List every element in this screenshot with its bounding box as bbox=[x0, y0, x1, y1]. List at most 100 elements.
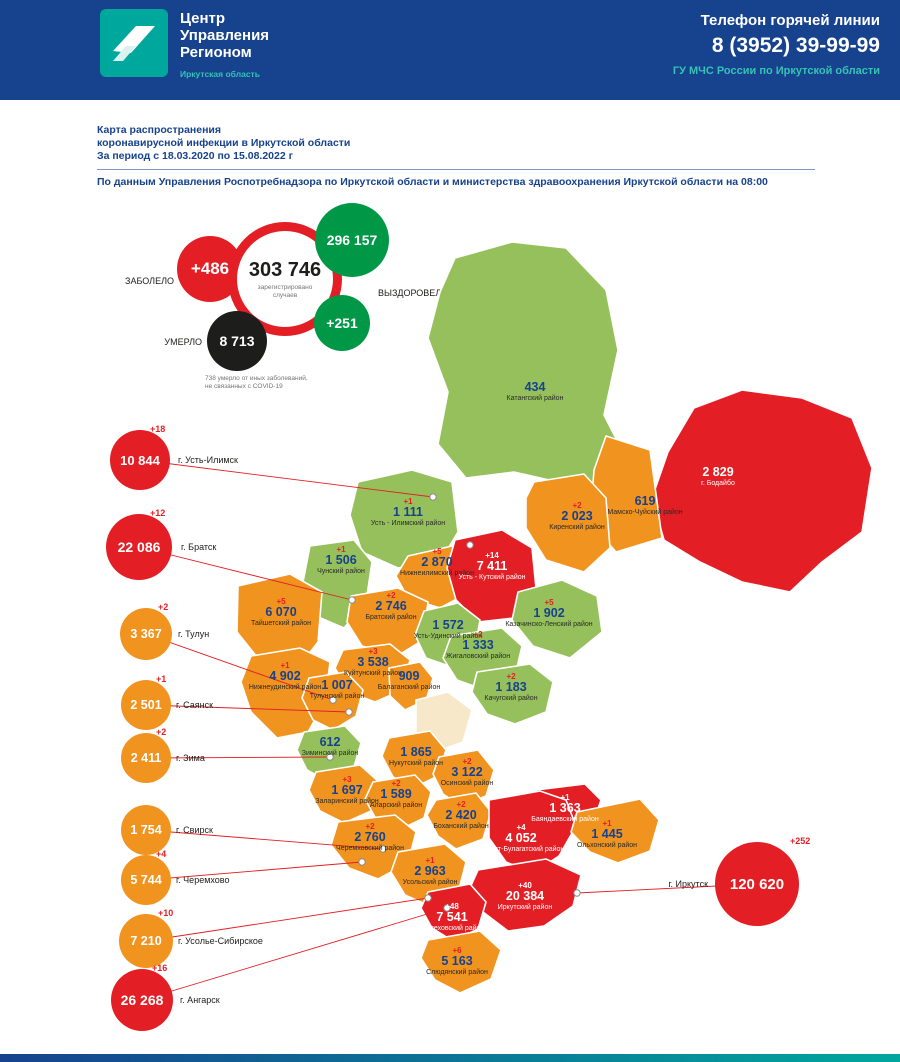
divider-line bbox=[97, 169, 815, 170]
title-line1: Карта распространения bbox=[97, 124, 222, 136]
city-circle-angarsk: 26 268 bbox=[111, 969, 173, 1031]
district-kazachinsko-lensky bbox=[511, 579, 603, 659]
leader-cheremkhovo bbox=[145, 861, 363, 881]
city-circle-zima: 2 411 bbox=[121, 733, 171, 783]
district-bokhansky bbox=[426, 792, 492, 850]
data-source-line: По данным Управления Роспотребнадзора по… bbox=[97, 176, 768, 188]
died-circle: 8 713 bbox=[207, 311, 267, 371]
city-label: г. Тулун bbox=[178, 629, 210, 639]
district-bratsky bbox=[346, 587, 429, 657]
org-line3: Регионом bbox=[180, 44, 252, 61]
city-label: г. Братск bbox=[181, 542, 217, 552]
title-line2: коронавирусной инфекции в Иркутской обла… bbox=[97, 137, 351, 149]
leader-tulun bbox=[145, 633, 334, 701]
district-kachugsky bbox=[471, 663, 554, 725]
dot-ust-kut bbox=[466, 541, 474, 549]
city-delta: +252 bbox=[790, 836, 811, 846]
district-irkutsky bbox=[468, 858, 582, 932]
city-value: 22 086 bbox=[117, 539, 161, 555]
hotline-org: ГУ МЧС России по Иркутской области bbox=[672, 65, 880, 77]
city-label: г. Зима bbox=[176, 753, 205, 763]
district-kirensky bbox=[525, 473, 611, 573]
org-line2: Управления bbox=[180, 27, 270, 44]
city-delta: +2 bbox=[156, 727, 167, 737]
leader-usolye bbox=[145, 897, 429, 942]
hotline-label: Телефон горячей линии bbox=[700, 12, 880, 29]
city-value: 5 744 bbox=[130, 873, 162, 887]
org-line1: Центр bbox=[180, 10, 226, 27]
total-caption: зарегистрировано случаев bbox=[257, 284, 313, 299]
leader-angarsk bbox=[141, 907, 448, 1001]
died-note: 738 умерло от иных заболеваний, не связа… bbox=[205, 375, 308, 390]
dot-tulun bbox=[329, 696, 337, 704]
hotline-number: 8 (3952) 39-99-99 bbox=[711, 34, 880, 57]
city-label: г. Иркутск bbox=[668, 879, 708, 889]
city-label: г. Ангарск bbox=[180, 995, 220, 1005]
dot-irkutsk bbox=[573, 889, 581, 897]
dot-ust-ilimsk bbox=[429, 493, 437, 501]
city-value: 3 367 bbox=[130, 627, 162, 641]
city-value: 26 268 bbox=[120, 992, 164, 1008]
org-name: Центр Управления Регионом Иркутская обла… bbox=[180, 10, 269, 83]
district-zalarinsky bbox=[308, 764, 380, 824]
leader-ust-ilimsk bbox=[139, 459, 434, 498]
city-label: г. Черемхово bbox=[176, 875, 230, 885]
district-slyudyansky bbox=[420, 930, 502, 994]
city-delta: +16 bbox=[152, 963, 168, 973]
hotline-block: Телефон горячей линии 8 (3952) 39-99-99 … bbox=[673, 12, 880, 77]
district-katangsky bbox=[427, 241, 629, 489]
city-value: 2 411 bbox=[130, 751, 162, 765]
city-dots bbox=[326, 493, 581, 912]
page-title: Карта распространения коронавирусной инф… bbox=[97, 124, 350, 163]
city-delta: +2 bbox=[158, 602, 169, 612]
city-delta: +1 bbox=[156, 674, 167, 684]
district-olkhonsky bbox=[570, 798, 660, 864]
dot-zima bbox=[326, 753, 334, 761]
dot-sayansk bbox=[345, 708, 353, 716]
total-value: 303 746 bbox=[248, 259, 322, 281]
dot-angarsk bbox=[443, 904, 451, 912]
leader-zima bbox=[145, 756, 331, 759]
city-value: 7 210 bbox=[130, 934, 162, 948]
died-value: 8 713 bbox=[219, 333, 255, 349]
district-bodaibinsky bbox=[651, 389, 873, 593]
city-value: 2 501 bbox=[130, 698, 162, 712]
leader-sayansk bbox=[145, 704, 350, 713]
city-label: г. Свирск bbox=[176, 825, 213, 835]
infected-label: ЗАБОЛЕЛО bbox=[125, 276, 174, 286]
city-delta: +18 bbox=[150, 424, 166, 434]
city-circle-sayansk: 2 501 bbox=[121, 680, 171, 730]
city-circle-cheremkhovo: 5 744 bbox=[121, 855, 171, 905]
city-delta: +12 bbox=[150, 508, 166, 518]
city-circle-irkutsk: 120 620 bbox=[715, 842, 799, 926]
cur-logo-icon bbox=[100, 9, 168, 82]
recovered-delta: +251 bbox=[326, 315, 358, 331]
city-leader-lines bbox=[138, 459, 758, 1001]
leader-bratsk bbox=[138, 546, 353, 601]
title-line3: За период с 18.03.2020 по 15.08.2022 г bbox=[97, 150, 293, 162]
dot-cheremkhovo bbox=[358, 858, 366, 866]
city-label: г. Саянск bbox=[176, 700, 214, 710]
city-value: 120 620 bbox=[729, 875, 785, 893]
dot-svirsk bbox=[379, 845, 387, 853]
recovered-delta-circle: +251 bbox=[314, 295, 370, 351]
city-circle-ust-ilimsk: 10 844 bbox=[110, 430, 170, 490]
died-label: УМЕРЛО bbox=[164, 337, 202, 347]
city-circle-usolye: 7 210 bbox=[119, 914, 173, 968]
dot-bratsk bbox=[348, 596, 356, 604]
dot-usolye bbox=[424, 894, 432, 902]
header: Центр Управления Регионом Иркутская обла… bbox=[0, 0, 900, 100]
org-region: Иркутская область bbox=[180, 69, 260, 79]
recovered-label: ВЫЗДОРОВЕЛО bbox=[378, 288, 449, 298]
city-value: 1 754 bbox=[130, 823, 162, 837]
city-circle-bratsk: 22 086 bbox=[106, 514, 172, 580]
recovered-value: 296 157 bbox=[326, 232, 378, 248]
city-delta: +10 bbox=[158, 908, 174, 918]
city-circle-svirsk: 1 754 bbox=[121, 805, 171, 855]
city-label: г. Усть-Илимск bbox=[178, 455, 238, 465]
city-label: г. Усолье-Сибирское bbox=[178, 936, 263, 946]
city-circle-tulun: 3 367 bbox=[120, 608, 172, 660]
district-nukutsky bbox=[381, 730, 447, 789]
recovered-circle: 296 157 bbox=[315, 203, 389, 277]
